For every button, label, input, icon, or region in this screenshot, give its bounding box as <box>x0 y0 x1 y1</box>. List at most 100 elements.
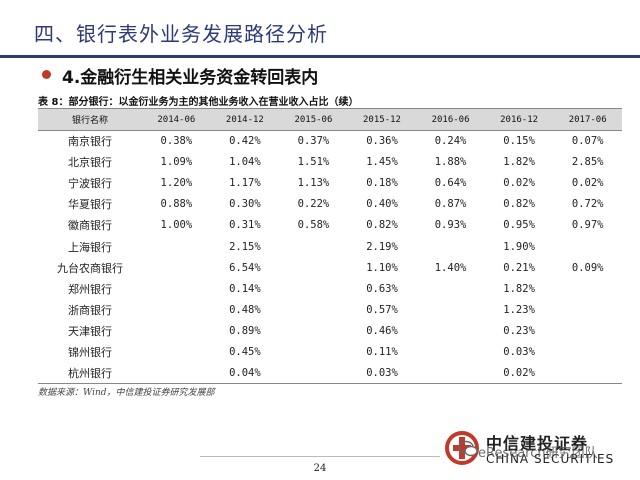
ratio-cell: 1.00% <box>160 219 193 232</box>
ratio-cell: 0.36% <box>366 135 398 148</box>
ratio-cell: 1.88% <box>434 156 467 169</box>
ratio-cell: 0.07% <box>571 135 604 148</box>
table-row: 郑州银行 0.14% 0.63% 1.82% <box>38 278 622 299</box>
table-row: 九台农商银行 6.54% 1.10% 1.40% 0.21% 0.09% <box>38 257 622 278</box>
table-row: 南京银行 0.38% 0.42% 0.37% 0.36% 0.24% 0.15% 0.07% <box>38 131 622 152</box>
ratio-cell: 1.20% <box>160 177 193 190</box>
bank-name-cell: 锦州银行 <box>68 345 113 359</box>
table-row: 北京银行 1.09% 1.04% 1.51% 1.45% 1.88% 1.82% 2.85% <box>38 152 622 173</box>
ratio-cell: 0.31% <box>229 219 261 232</box>
ratio-cell <box>416 299 485 320</box>
ratio-cell: 6.54% <box>229 261 261 274</box>
column-header-period: 2016-06 <box>416 108 485 131</box>
table-row: 徽商银行 1.00% 0.31% 0.58% 0.82% 0.93% 0.95% 0.97% <box>38 215 622 236</box>
ratio-cell <box>416 320 485 341</box>
bank-name-cell: 天津银行 <box>68 324 113 338</box>
ratio-cell <box>279 362 348 385</box>
ratio-cell <box>553 278 622 299</box>
ratio-cell <box>142 320 211 341</box>
ratio-cell: 0.89% <box>229 324 261 337</box>
title-divider <box>0 55 640 58</box>
footer-divider <box>200 456 440 457</box>
ratio-cell: 0.11% <box>366 345 398 358</box>
logo-text-en: CHINA SECURITIES <box>486 452 615 466</box>
column-header-period: 2017-06 <box>553 108 622 131</box>
ratio-cell: 1.09% <box>160 156 193 169</box>
ratio-cell: 1.17% <box>229 177 261 190</box>
table-caption: 表 8：部分银行：以金衍业务为主的其他业务收入在营业收入占比（续） <box>38 97 359 108</box>
ratio-cell: 0.40% <box>366 198 398 211</box>
ratio-cell <box>553 341 622 362</box>
ratio-cell: 1.45% <box>366 156 398 169</box>
ratio-cell: 0.63% <box>366 282 398 295</box>
ratio-cell: 0.04% <box>210 362 280 385</box>
logo-text-cn: 中信建投证券 <box>486 434 589 453</box>
ratio-cell: 0.30% <box>229 198 261 211</box>
ratio-cell: 0.14% <box>229 282 261 295</box>
ratio-cell: 0.87% <box>434 198 467 211</box>
ratio-cell: 0.03% <box>347 362 417 385</box>
ratio-cell <box>553 299 622 320</box>
slide-title: 四、银行表外业务发展路径分析 <box>34 22 328 46</box>
ratio-cell: 0.58% <box>297 219 330 232</box>
table-row: 浙商银行 0.48% 0.57% 1.23% <box>38 299 622 320</box>
ratio-cell: 0.02% <box>503 177 535 190</box>
ratio-cell <box>279 278 348 299</box>
bullet-icon <box>42 70 51 79</box>
china-securities-logo-icon <box>445 431 479 465</box>
table-header-row: 银行名称 2014-06 2014-12 2015-06 2015-12 2016-06 2… <box>38 108 622 131</box>
ratio-cell: 1.82% <box>503 156 535 169</box>
ratio-cell <box>416 362 485 385</box>
ratio-cell: 0.15% <box>503 135 535 148</box>
ratio-cell <box>142 341 211 362</box>
ratio-cell: 0.02% <box>484 362 554 385</box>
column-header-period: 2016-12 <box>484 108 554 131</box>
bank-name-cell: 华夏银行 <box>68 198 113 212</box>
ratio-cell <box>553 236 622 257</box>
ratio-cell: 0.22% <box>297 198 330 211</box>
ratio-cell: 0.97% <box>571 219 604 232</box>
ratio-cell <box>142 299 211 320</box>
bank-name-cell: 杭州银行 <box>38 362 143 385</box>
ratio-cell <box>142 278 211 299</box>
ratio-cell: 0.48% <box>229 303 261 316</box>
ratio-cell <box>279 257 348 278</box>
ratio-cell: 1.51% <box>297 156 330 169</box>
ratio-cell: 0.95% <box>503 219 535 232</box>
table-row: 宁波银行 1.20% 1.17% 1.13% 0.18% 0.64% 0.02% 0.02% <box>38 173 622 194</box>
column-header-bank-name: 银行名称 <box>38 108 143 131</box>
ratio-cell: 0.21% <box>503 261 535 274</box>
ratio-cell <box>142 257 211 278</box>
bank-name-cell: 郑州银行 <box>68 282 113 296</box>
column-header-period: 2015-06 <box>279 108 348 131</box>
ratio-cell <box>279 236 348 257</box>
ratio-cell: 1.13% <box>297 177 330 190</box>
ratio-cell: 0.38% <box>160 135 193 148</box>
ratio-cell: 0.42% <box>229 135 261 148</box>
ratio-cell <box>416 236 485 257</box>
column-header-period: 2014-12 <box>210 108 280 131</box>
table-row: 华夏银行 0.88% 0.30% 0.22% 0.40% 0.87% 0.82% 0.72% <box>38 194 622 215</box>
bank-name-cell: 浙商银行 <box>68 303 113 317</box>
ratio-cell <box>279 341 348 362</box>
table-row: 上海银行 2.15% 2.19% 1.90% <box>38 236 622 257</box>
page-number: 24 <box>313 463 327 474</box>
company-logo: 中信建投证券 CHINA SECURITIES <box>444 428 634 472</box>
ratio-cell: 0.18% <box>366 177 398 190</box>
ratio-cell: 0.93% <box>434 219 467 232</box>
watermark-text: eResearch研究团队 <box>478 446 598 461</box>
ratio-cell: 0.03% <box>503 345 535 358</box>
table-body: 南京银行 0.38% 0.42% 0.37% 0.36% 0.24% 0.15% 0.07% 北… <box>38 131 622 385</box>
ratio-cell: 1.90% <box>503 240 535 253</box>
table-row: 杭州银行 0.04% 0.03% 0.02% <box>38 362 622 385</box>
ratio-cell: 2.15% <box>229 240 261 253</box>
ratio-cell <box>553 362 622 385</box>
ratio-cell: 1.04% <box>229 156 261 169</box>
ratio-cell: 0.46% <box>366 324 398 337</box>
ratio-cell <box>279 299 348 320</box>
ratio-cell <box>142 236 211 257</box>
ratio-cell: 2.19% <box>366 240 398 253</box>
ratio-cell: 0.82% <box>366 219 398 232</box>
column-header-period: 2015-12 <box>347 108 417 131</box>
ratio-cell <box>416 278 485 299</box>
